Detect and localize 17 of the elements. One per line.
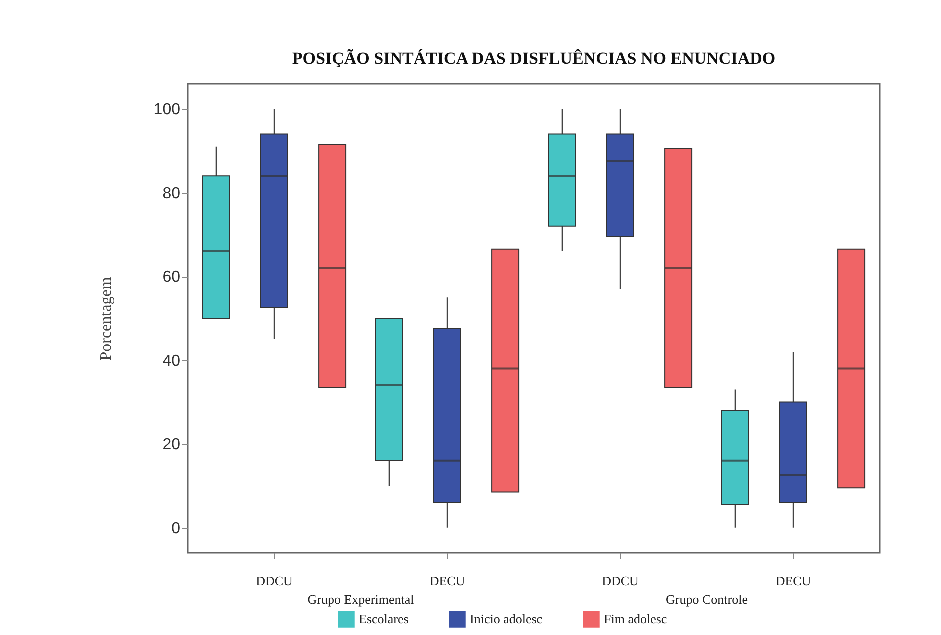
text: Grupo Controle (666, 592, 748, 607)
y-tick-label: 60 (162, 269, 181, 286)
y-tick-label: 80 (162, 185, 181, 202)
legend-label: Fim adolesc (604, 612, 668, 627)
x-tick-label: DDCU (602, 574, 640, 588)
legend-label: Inicio adolesc (470, 612, 543, 627)
x-tick-label: DECU (776, 574, 812, 588)
y-tick-label: 100 (154, 102, 181, 119)
y-tick-label: 0 (172, 520, 181, 538)
legend-label: Escolares (359, 612, 409, 627)
x-tick-label: DDCU (256, 574, 294, 588)
x-tick-label: DECU (430, 574, 466, 588)
text: Grupo Experimental (308, 592, 415, 607)
y-axis-title: Porcentagem (98, 276, 115, 361)
chart-title: POSIÇÃO SINTÁTICA DAS DISFLUÊNCIAS NO ENUNCIADO (292, 49, 776, 68)
y-tick-label: 40 (162, 352, 181, 370)
y-tick-label: 20 (162, 436, 181, 454)
